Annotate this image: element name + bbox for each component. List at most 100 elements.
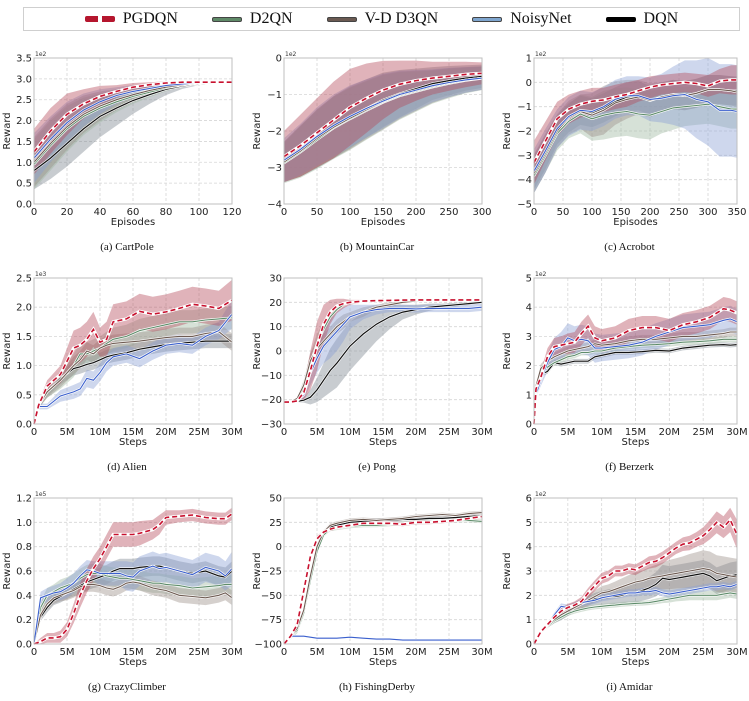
axes-frame	[283, 57, 483, 205]
x-tick-label: 50	[557, 207, 570, 218]
x-tick-label: 0	[281, 427, 287, 438]
band-v-d-d3qn	[34, 323, 232, 424]
y-tick-label: 1.5	[16, 332, 32, 343]
axes-frame	[33, 57, 233, 205]
x-axis-label: Steps	[622, 657, 650, 668]
line-d2qn	[533, 338, 737, 425]
x-tick-label: 200	[640, 207, 659, 218]
legend-item-noisynet: NoisyNet	[472, 10, 572, 28]
x-tick-label: 0	[281, 647, 287, 658]
x-axis-label: Episodes	[361, 217, 405, 228]
y-tick-label: −3	[267, 163, 282, 174]
y-axis-label: Reward	[252, 112, 263, 149]
band-pgdqn	[534, 507, 737, 644]
x-tick-label: 100	[189, 207, 208, 218]
band-pgdqn	[534, 65, 737, 185]
x-tick-label: 20M	[155, 647, 176, 658]
line-pgdqn	[283, 72, 483, 158]
y-tick-label: −50	[261, 591, 282, 602]
x-tick-label: 0	[31, 647, 37, 658]
x-tick-label: 0	[531, 427, 537, 438]
y-tick-label: 2	[526, 591, 532, 602]
subplot-caption: (g) CrazyClimber	[88, 681, 166, 693]
y-tick-label: −2	[267, 127, 282, 138]
subplot-caption: (c) Acrobot	[604, 241, 654, 253]
x-tick-label: 30M	[221, 647, 242, 658]
band-noisynet	[34, 81, 232, 184]
y-tick-label: 50	[269, 494, 282, 505]
y-tick-label: 0	[276, 347, 282, 358]
band-v-d-d3qn	[34, 81, 232, 188]
x-tick-label: 30M	[221, 427, 242, 438]
band-dqn	[284, 301, 482, 405]
x-tick-label: 20M	[155, 427, 176, 438]
y-tick-label: 4	[526, 303, 532, 314]
y-tick-label: 10	[269, 322, 282, 333]
y-tick-label: 0.0	[16, 420, 32, 431]
y-axis-label: Reward	[2, 332, 13, 369]
x-tick-label: 80	[160, 207, 173, 218]
legend-item-d2qn: D2QN	[211, 10, 293, 28]
band-d2qn	[534, 588, 737, 644]
line-noisynet	[533, 318, 738, 425]
x-axis-label: Steps	[119, 437, 147, 448]
x-tick-label: 100	[582, 207, 601, 218]
y-tick-label: 25	[269, 518, 282, 529]
y-tick-label: 2.0	[16, 303, 32, 314]
line-d2qn	[533, 103, 737, 177]
line-pgdqn	[283, 515, 483, 645]
subplot-caption: (h) FishingDerby	[339, 681, 416, 693]
x-tick-label: 5M	[60, 647, 75, 658]
x-tick-label: 10M	[591, 427, 612, 438]
x-tick-label: 25M	[692, 647, 713, 658]
line-d2qn	[533, 592, 738, 645]
line-d2qn	[33, 572, 232, 645]
x-tick-label: 15M	[625, 647, 646, 658]
legend-item-v-d-d3qn: V-D D3QN	[326, 10, 438, 28]
band-noisynet	[534, 58, 737, 194]
y-tick-label: 0	[526, 78, 532, 89]
y-axis-label: Reward	[502, 112, 513, 149]
legend-label: D2QN	[249, 10, 293, 27]
x-tick-label: 15M	[372, 647, 393, 658]
band-v-d-d3qn	[534, 550, 737, 644]
y-axis-label: Reward	[252, 332, 263, 369]
axes-frame	[533, 277, 738, 425]
y-tick-label: 2.5	[16, 95, 32, 106]
band-v-d-d3qn	[34, 574, 232, 644]
y-tick-label: −30	[261, 420, 282, 431]
legend-swatch	[211, 16, 242, 22]
x-tick-label: 15M	[625, 427, 646, 438]
line-dqn	[284, 301, 483, 403]
line-dqn	[533, 343, 738, 425]
subplot-b: 0 50 100 150 200 250 300−4−3−2−10 1e2EpisodesRe…	[252, 51, 492, 253]
y-tick-label: −75	[261, 615, 282, 626]
x-tick-label: 25M	[438, 647, 459, 658]
x-tick-label: 25M	[188, 427, 209, 438]
x-tick-label: 10M	[89, 647, 110, 658]
y-tick-label: 3.0	[16, 74, 32, 85]
y-tick-label: 0.2	[16, 615, 32, 626]
x-tick-label: 15M	[372, 427, 393, 438]
y-tick-label: −5	[517, 200, 532, 211]
x-tick-label: 15M	[122, 647, 143, 658]
y-tick-label: 1.0	[16, 518, 32, 529]
y-tick-label: 3	[526, 332, 532, 343]
y-tick-label: −3	[517, 151, 532, 162]
x-tick-label: 200	[406, 207, 425, 218]
band-d2qn	[34, 81, 232, 190]
legend-item-pgdqn: PGDQN	[84, 10, 178, 28]
x-tick-label: 25M	[692, 427, 713, 438]
line-noisynet	[283, 77, 483, 161]
x-tick-label: 0	[531, 647, 537, 658]
x-tick-label: 10M	[89, 427, 110, 438]
subplot-h: 0 5M 10M 15M 20M 25M 30M −100 −75 −50 −25 0 25 50 Step…	[252, 494, 493, 694]
axis-multiplier: 1e2	[285, 51, 297, 58]
line-v-d-d3qn	[283, 512, 483, 645]
x-axis-label: Episodes	[111, 217, 155, 228]
line-pgdqn	[33, 81, 232, 153]
line-pgdqn	[33, 299, 233, 425]
y-tick-label: 1.5	[16, 137, 32, 148]
line-noisynet	[533, 93, 738, 172]
